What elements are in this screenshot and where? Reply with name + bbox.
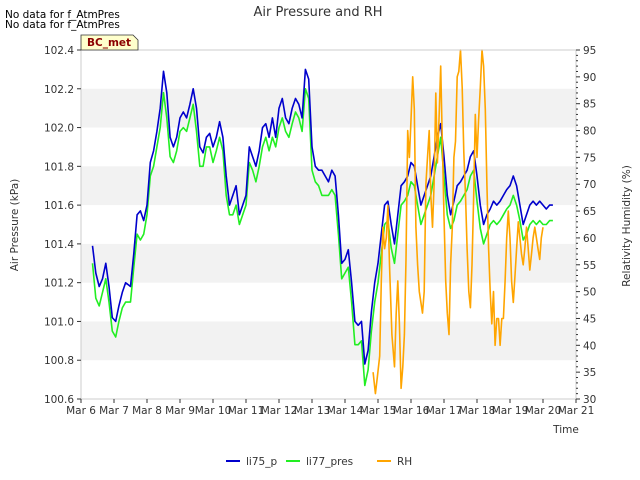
x-tick-label: Mar 12 xyxy=(261,405,298,417)
y2-tick-label: 90 xyxy=(583,72,596,84)
x-tick-label: Mar 19 xyxy=(492,405,529,417)
x-tick-label: Mar 18 xyxy=(459,405,496,417)
no-data-note-2: No data for f_AtmPres xyxy=(5,19,120,31)
x-tick-label: Mar 16 xyxy=(393,405,430,417)
series-line-li77_pres xyxy=(91,88,553,387)
y2-tick-label: 60 xyxy=(583,233,596,245)
chart-title: Air Pressure and RH xyxy=(253,5,382,20)
x-tick-label: Mar 7 xyxy=(99,405,129,417)
y-tick-label: 101.4 xyxy=(44,239,74,251)
y2-axis-title: Relativity Humidity (%) xyxy=(621,165,633,287)
y-tick-label: 101.2 xyxy=(44,278,74,290)
no-data-note-1: No data for f_AtmPres xyxy=(5,9,120,21)
x-tick-label: Mar 14 xyxy=(327,405,364,417)
y-tick-label: 101.8 xyxy=(44,161,74,173)
y2-tick-label: 85 xyxy=(583,99,596,111)
y2-tick-label: 35 xyxy=(583,367,596,379)
grid-band xyxy=(81,321,576,361)
y-tick-label: 101.6 xyxy=(44,200,74,212)
y2-tick-label: 75 xyxy=(583,152,596,164)
y-axis-title: Air Pressure (kPa) xyxy=(9,179,21,272)
badge-background xyxy=(80,34,139,51)
x-tick-label: Mar 20 xyxy=(525,405,562,417)
grid-bands xyxy=(81,88,576,361)
grid-band xyxy=(81,166,576,206)
x-tick-label: Mar 9 xyxy=(165,405,195,417)
x-tick-label: Mar 15 xyxy=(360,405,397,417)
y-tick-label: 100.6 xyxy=(44,394,74,406)
y-axis-right: 30 35 40 45 50 55 60 65 70 75 80 85 90 95 xyxy=(576,45,596,406)
series-line-li75_p xyxy=(91,68,553,365)
x-tick-label: Mar 17 xyxy=(426,405,463,417)
series-line-RH xyxy=(372,49,544,395)
y2-tick-label: 45 xyxy=(583,313,596,325)
x-tick-label: Mar 8 xyxy=(132,405,162,417)
y2-tick-label: 95 xyxy=(583,45,596,57)
y2-tick-label: 70 xyxy=(583,179,596,191)
legend-label-li75_p: li75_p xyxy=(246,456,277,468)
y2-tick-label: 40 xyxy=(583,340,596,352)
y2-tick-label: 30 xyxy=(583,394,596,406)
plot-frame xyxy=(80,49,577,400)
x-tick-label: Mar 6 xyxy=(66,405,96,417)
legend-label-li77_pres: li77_pres xyxy=(306,456,353,468)
y-tick-label: 101.0 xyxy=(44,316,74,328)
y2-tick-label: 50 xyxy=(583,287,596,299)
y-axis-left: 100.6 100.8 101.0 101.2 101.4 101.6 101.8 102.0… xyxy=(44,45,81,406)
y2-tick-label: 80 xyxy=(583,126,596,138)
y-tick-label: 102.2 xyxy=(44,84,74,96)
x-tick-label: Mar 11 xyxy=(228,405,265,417)
y-tick-label: 100.8 xyxy=(44,355,74,367)
y-tick-label: 102.4 xyxy=(44,45,74,57)
y2-tick-label: 65 xyxy=(583,206,596,218)
y-tick-label: 102.0 xyxy=(44,123,74,135)
badge-label: BC_met xyxy=(87,37,131,49)
grid-band xyxy=(81,88,576,128)
x-tick-label: Mar 21 xyxy=(558,405,595,417)
station-badge: BC_met xyxy=(80,34,139,51)
series-layer xyxy=(91,49,553,395)
legend-label-RH: RH xyxy=(397,456,412,468)
grid-band xyxy=(81,243,576,283)
x-tick-label: Mar 13 xyxy=(294,405,331,417)
x-axis-title: Time xyxy=(552,424,579,436)
y2-tick-label: 55 xyxy=(583,260,596,272)
x-tick-label: Mar 10 xyxy=(195,405,232,417)
legend: li75_p li77_pres RH xyxy=(226,456,412,468)
